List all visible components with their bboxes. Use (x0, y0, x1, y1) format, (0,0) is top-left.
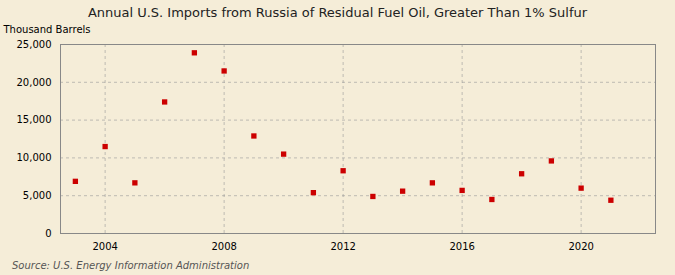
svg-text:2020: 2020 (568, 241, 593, 252)
html-text:Annual U.S. Imports from Russi: Annual U.S. Imports from Russia of Resid… (87, 5, 588, 20)
svg-text:20,000: 20,000 (17, 77, 52, 88)
svg-text:0: 0 (45, 228, 51, 239)
svg-text:2004: 2004 (92, 241, 117, 252)
svg-text:2012: 2012 (330, 241, 355, 252)
svg-text:2008: 2008 (211, 241, 236, 252)
svg-text:2016: 2016 (449, 241, 474, 252)
svg-text:Thousand Barrels: Thousand Barrels (3, 24, 91, 35)
svg-text:10,000: 10,000 (17, 152, 52, 163)
html-text:Source: U.S. Energy Informatio: Source: U.S. Energy Information Administ… (12, 260, 250, 271)
svg-text:15,000: 15,000 (17, 114, 52, 125)
svg-text:5,000: 5,000 (23, 190, 52, 201)
svg-text:25,000: 25,000 (17, 39, 52, 50)
